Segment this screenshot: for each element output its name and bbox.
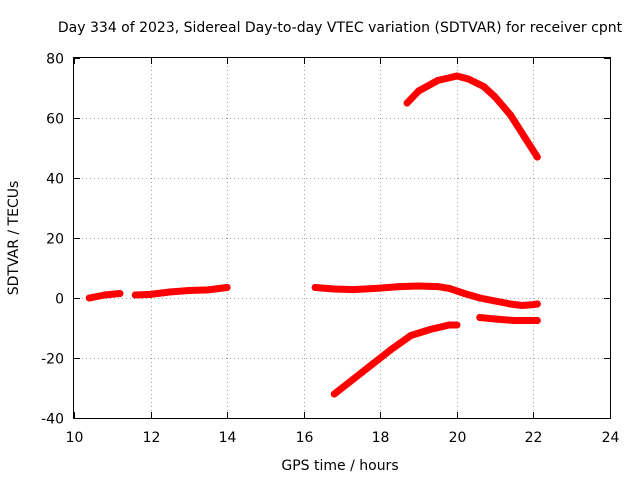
data-point bbox=[204, 286, 212, 294]
data-point bbox=[522, 135, 530, 143]
data-series bbox=[85, 72, 541, 398]
x-tick-label: 12 bbox=[143, 430, 161, 446]
data-point bbox=[507, 300, 514, 308]
x-tick-label: 20 bbox=[449, 430, 467, 446]
y-tick-label: 40 bbox=[46, 172, 64, 188]
data-point bbox=[330, 285, 338, 293]
grid bbox=[74, 58, 610, 418]
data-point bbox=[116, 290, 124, 297]
data-point bbox=[510, 317, 518, 324]
data-point bbox=[395, 283, 403, 291]
x-tick-label: 14 bbox=[219, 430, 237, 446]
data-point bbox=[147, 290, 155, 298]
data-point bbox=[350, 286, 357, 294]
data-point bbox=[445, 321, 453, 329]
ticks: 10 12 14 16 18 20 22 24 -40 -20 0 20 40 60 80 bbox=[41, 52, 619, 447]
data-point bbox=[491, 93, 499, 101]
x-axis-label: GPS time / hours bbox=[281, 458, 398, 474]
data-point bbox=[330, 390, 338, 398]
data-point bbox=[403, 99, 411, 107]
data-point bbox=[434, 283, 442, 291]
series-line-segment-5 bbox=[330, 321, 461, 398]
data-point bbox=[166, 288, 174, 296]
data-point bbox=[350, 375, 357, 383]
data-point bbox=[311, 284, 319, 291]
y-axis-label: SDTVAR / TECUs bbox=[6, 181, 22, 296]
y-tick-label: -20 bbox=[41, 352, 64, 368]
y-tick-label: 60 bbox=[46, 112, 64, 128]
data-point bbox=[533, 300, 541, 308]
data-point bbox=[533, 317, 541, 324]
data-point bbox=[101, 291, 109, 299]
data-point bbox=[491, 315, 499, 323]
chart-title: Day 334 of 2023, Sidereal Day-to-day VTE… bbox=[58, 20, 623, 36]
data-point bbox=[480, 83, 488, 90]
series-line-segment-3 bbox=[311, 282, 541, 309]
y-tick-label: 80 bbox=[46, 52, 64, 68]
data-point bbox=[85, 294, 93, 302]
x-tick-label: 10 bbox=[66, 430, 84, 446]
data-point bbox=[445, 284, 453, 292]
series-line-segment-6 bbox=[403, 72, 541, 161]
data-point bbox=[434, 77, 442, 84]
series-line-segment-4 bbox=[476, 314, 541, 324]
data-point bbox=[369, 360, 377, 368]
x-tick-label: 16 bbox=[296, 430, 314, 446]
data-point bbox=[476, 294, 484, 302]
data-point bbox=[533, 153, 541, 161]
data-point bbox=[223, 284, 231, 291]
data-point bbox=[407, 332, 415, 339]
data-point bbox=[426, 326, 434, 333]
data-point bbox=[507, 111, 514, 119]
data-point bbox=[491, 297, 499, 305]
x-tick-label: 24 bbox=[602, 430, 620, 446]
data-point bbox=[464, 75, 472, 83]
data-point bbox=[518, 302, 526, 309]
data-point bbox=[376, 284, 384, 292]
x-tick-label: 22 bbox=[525, 430, 543, 446]
data-point bbox=[461, 290, 468, 297]
data-point bbox=[131, 291, 139, 299]
y-tick-label: 0 bbox=[55, 292, 64, 308]
x-tick-label: 18 bbox=[372, 430, 390, 446]
data-point bbox=[453, 321, 461, 329]
y-tick-label: -40 bbox=[41, 412, 64, 428]
data-point bbox=[388, 345, 396, 353]
data-point bbox=[476, 314, 484, 321]
plot-frame bbox=[73, 57, 611, 419]
data-point bbox=[415, 87, 423, 95]
data-point bbox=[415, 282, 423, 290]
data-point bbox=[453, 72, 461, 80]
data-point bbox=[185, 287, 193, 294]
y-tick-label: 20 bbox=[46, 232, 64, 248]
